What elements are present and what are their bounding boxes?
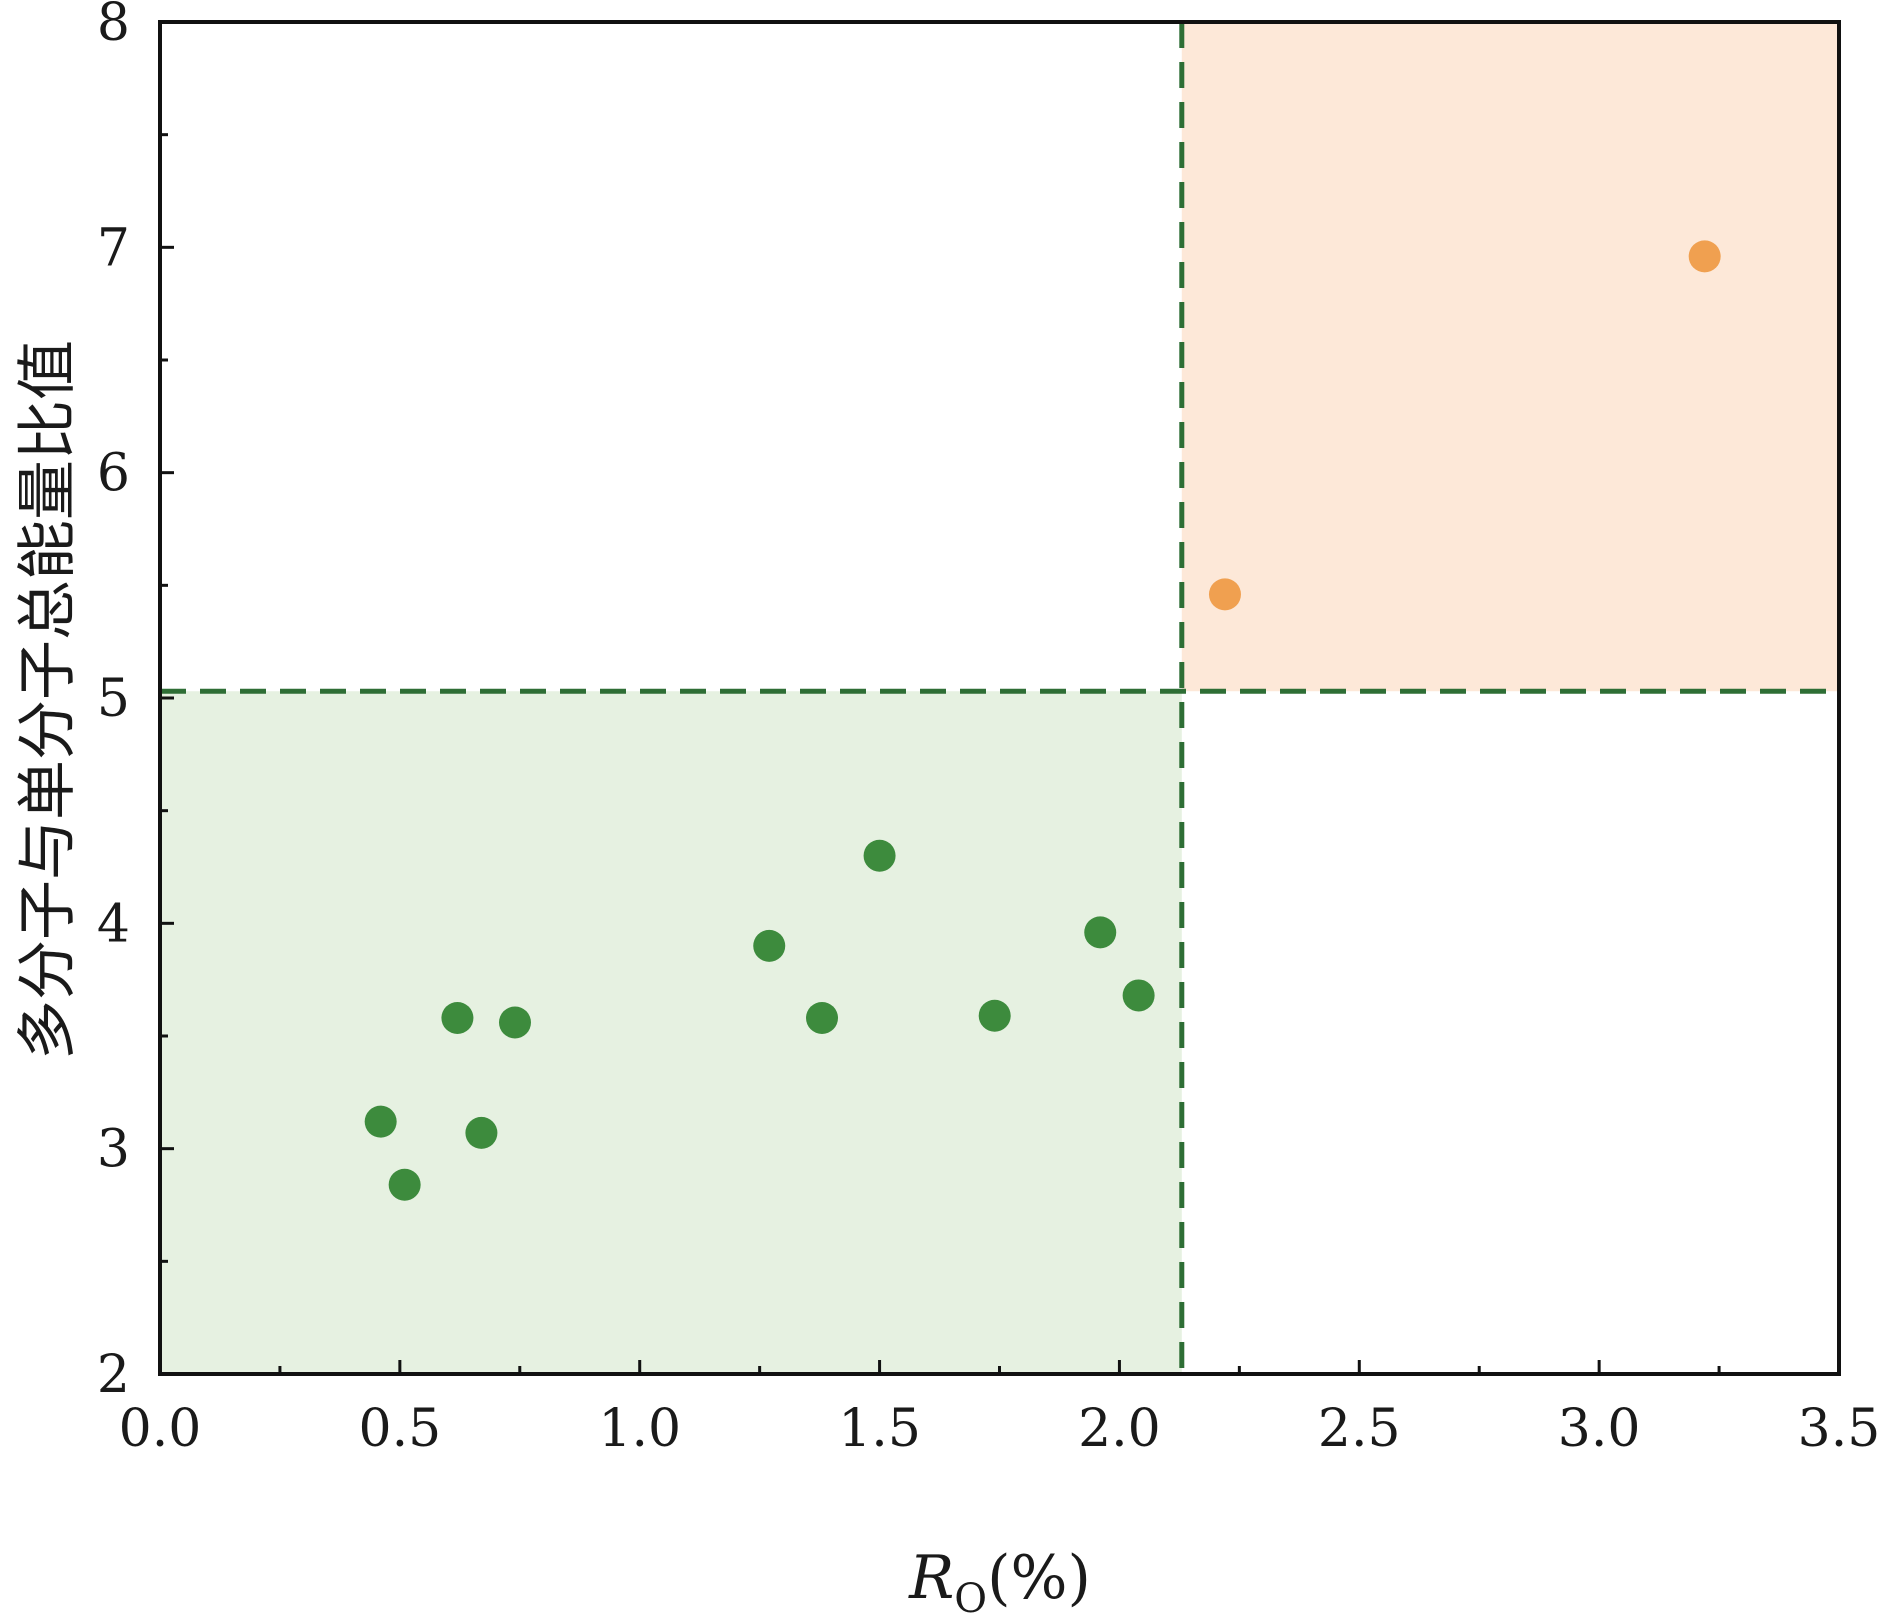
data-point-s1-5 <box>498 1006 531 1039</box>
data-point-s1-3 <box>441 1001 474 1034</box>
x-axis-title-main: R <box>908 1543 954 1613</box>
x-tick-label: 1.5 <box>838 1399 921 1459</box>
y-tick-label: 6 <box>97 444 130 504</box>
y-tick-label: 7 <box>97 218 130 278</box>
x-axis-title-suffix: (%) <box>987 1543 1091 1613</box>
y-tick-label: 3 <box>97 1120 130 1180</box>
y-axis-ticks: 2 3 4 5 6 7 8 <box>97 0 174 1405</box>
y-tick-label: 4 <box>97 894 130 954</box>
shaded-region-1 <box>160 691 1182 1374</box>
x-axis-title: RO(%) <box>908 1543 1091 1621</box>
data-point-s1-1 <box>364 1105 397 1138</box>
data-point-s1-8 <box>863 839 896 872</box>
x-tick-label: 1.0 <box>598 1399 681 1459</box>
y-tick-label: 8 <box>97 0 130 53</box>
threshold-lines <box>160 22 1839 1374</box>
x-tick-label: 2.5 <box>1318 1399 1401 1459</box>
y-tick-label: 5 <box>97 669 130 729</box>
data-point-s2-2 <box>1688 240 1721 273</box>
data-points <box>364 240 1721 1201</box>
x-axis-title-subscript: O <box>954 1576 987 1621</box>
data-point-s1-2 <box>388 1168 421 1201</box>
x-tick-label: 0.5 <box>359 1399 442 1459</box>
data-point-s1-11 <box>1122 979 1155 1012</box>
y-axis-title: 多分子与单分子总能量比值 <box>13 340 83 1060</box>
data-point-s1-7 <box>806 1001 839 1034</box>
x-axis-ticks: 0.0 0.5 1.0 1.5 2.0 2.5 3.0 3.5 <box>119 1360 1881 1459</box>
shaded-region-2 <box>1181 22 1839 692</box>
x-tick-label: 0.0 <box>119 1399 202 1459</box>
data-point-s1-6 <box>753 929 786 962</box>
data-point-s2-1 <box>1208 578 1241 611</box>
x-tick-label: 3.5 <box>1798 1399 1881 1459</box>
data-point-s1-4 <box>465 1116 498 1149</box>
x-tick-label: 3.0 <box>1558 1399 1641 1459</box>
data-point-s1-10 <box>1084 916 1117 949</box>
x-tick-label: 2.0 <box>1078 1399 1161 1459</box>
y-tick-label: 2 <box>97 1345 130 1405</box>
data-point-s1-9 <box>978 999 1011 1032</box>
shaded-regions <box>160 22 1839 1374</box>
